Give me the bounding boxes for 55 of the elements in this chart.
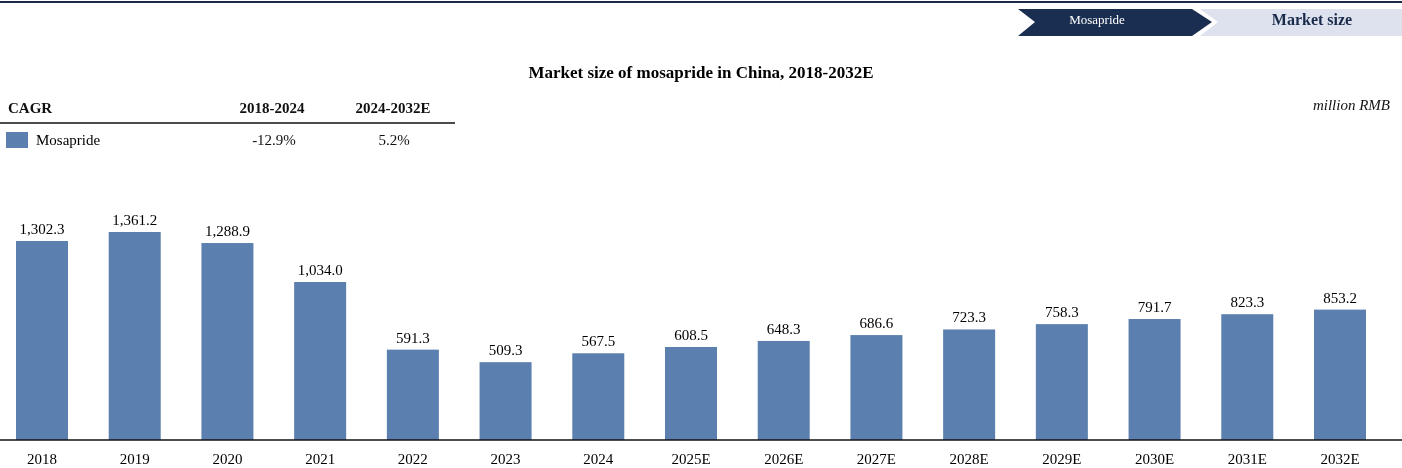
bar bbox=[108, 232, 161, 440]
data-label: 1,288.9 bbox=[204, 223, 250, 240]
legend-label: Mosapride bbox=[36, 132, 101, 148]
data-label: 723.3 bbox=[952, 309, 987, 326]
x-tick-label: 2018 bbox=[27, 451, 57, 467]
x-tick-label: 2032E bbox=[1320, 451, 1360, 467]
x-tick-label: 2029E bbox=[1042, 451, 1082, 467]
bar bbox=[572, 353, 625, 440]
data-label: 686.6 bbox=[859, 315, 894, 332]
x-tick-label: 2020 bbox=[212, 451, 243, 467]
data-label: 791.7 bbox=[1137, 299, 1172, 316]
text: -12.9% bbox=[252, 132, 296, 148]
text: 2018-2024 bbox=[239, 100, 305, 116]
data-label: 758.3 bbox=[1044, 304, 1079, 321]
x-tick-label: 2021 bbox=[305, 451, 336, 467]
data-label: 1,361.2 bbox=[112, 212, 158, 228]
x-tick-label: 2019 bbox=[119, 451, 150, 467]
bar bbox=[201, 243, 254, 440]
text: 2024-2032E bbox=[355, 100, 431, 116]
data-label: 591.3 bbox=[395, 329, 430, 346]
x-tick-label: 2031E bbox=[1227, 451, 1267, 467]
bar bbox=[479, 362, 532, 440]
x-tick-label: 2022 bbox=[397, 451, 428, 467]
bar bbox=[850, 335, 903, 440]
data-label: 853.2 bbox=[1323, 289, 1357, 306]
text: Market size bbox=[1271, 11, 1353, 28]
x-tick-label: 2023 bbox=[490, 451, 521, 467]
bar bbox=[1314, 309, 1366, 440]
bar bbox=[294, 282, 347, 440]
bar bbox=[757, 340, 810, 440]
bar bbox=[943, 329, 996, 440]
text: million RMB bbox=[1312, 97, 1390, 113]
data-label: 509.3 bbox=[488, 342, 523, 359]
bar bbox=[1035, 324, 1088, 440]
chart-title: Market size of mosapride in China, 2018-2032E bbox=[528, 63, 874, 82]
x-tick-label: 2028E bbox=[949, 451, 989, 467]
bar bbox=[16, 241, 68, 440]
data-label: 823.3 bbox=[1230, 294, 1265, 311]
text: CAGR bbox=[8, 100, 53, 116]
data-label: 608.5 bbox=[674, 327, 708, 344]
x-tick-label: 2027E bbox=[856, 451, 897, 467]
bar bbox=[386, 349, 439, 440]
data-label: 1,034.0 bbox=[297, 262, 343, 278]
x-tick-label: 2025E bbox=[671, 451, 711, 467]
bar bbox=[1128, 319, 1181, 440]
text: Mosapride bbox=[1069, 12, 1126, 27]
bar bbox=[665, 347, 717, 440]
text: 5.2% bbox=[378, 132, 410, 148]
x-tick-label: 2030E bbox=[1134, 451, 1175, 467]
data-label: 567.5 bbox=[581, 333, 616, 350]
x-tick-label: 2024 bbox=[583, 451, 614, 467]
x-tick-label: 2026E bbox=[764, 451, 804, 467]
data-label: 648.3 bbox=[766, 320, 801, 337]
data-label: 1,302.3 bbox=[19, 221, 65, 237]
bar bbox=[1221, 314, 1274, 440]
